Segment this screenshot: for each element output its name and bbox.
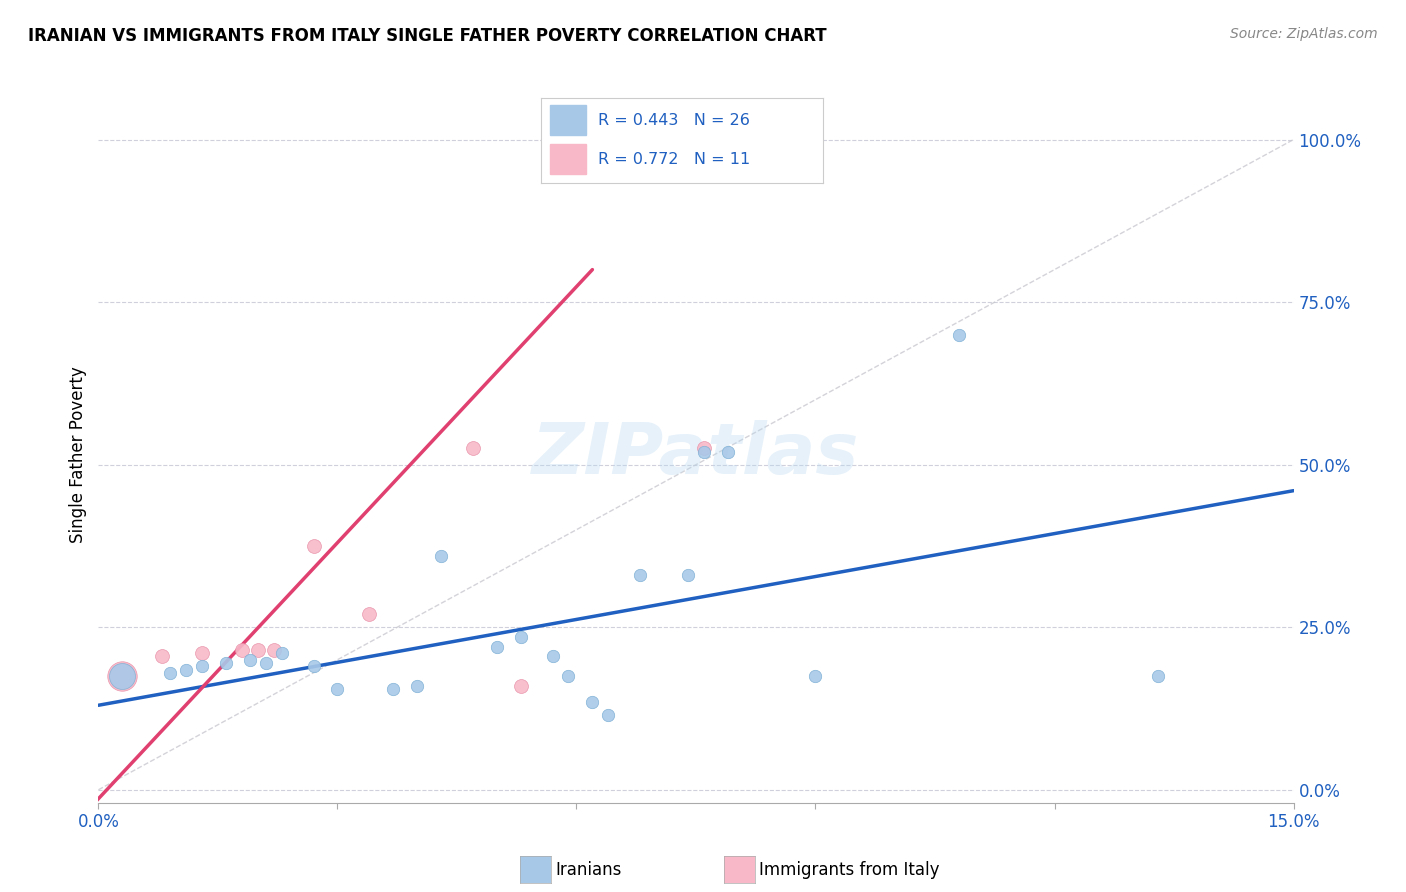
Point xyxy=(948,327,970,342)
Point xyxy=(676,568,699,582)
Point xyxy=(254,656,277,670)
Text: Immigrants from Italy: Immigrants from Italy xyxy=(759,861,939,879)
Point xyxy=(382,681,405,696)
Point xyxy=(174,663,197,677)
Point xyxy=(246,643,269,657)
Point xyxy=(150,649,173,664)
Point xyxy=(557,669,579,683)
Point xyxy=(598,708,620,723)
Bar xyxy=(550,144,586,175)
Point xyxy=(215,656,238,670)
Point xyxy=(302,659,325,673)
Point xyxy=(359,607,381,622)
Point xyxy=(430,549,453,563)
Point xyxy=(239,653,262,667)
Point xyxy=(693,442,716,456)
Text: R = 0.772   N = 11: R = 0.772 N = 11 xyxy=(598,152,749,167)
Point xyxy=(509,679,531,693)
Point xyxy=(263,643,285,657)
Point xyxy=(485,640,508,654)
Point xyxy=(191,646,214,660)
Point xyxy=(461,442,484,456)
Bar xyxy=(550,105,586,136)
Point xyxy=(804,669,827,683)
Point xyxy=(326,681,349,696)
Text: Iranians: Iranians xyxy=(555,861,621,879)
Point xyxy=(717,444,740,458)
Point xyxy=(159,665,181,680)
Point xyxy=(541,649,564,664)
Text: IRANIAN VS IMMIGRANTS FROM ITALY SINGLE FATHER POVERTY CORRELATION CHART: IRANIAN VS IMMIGRANTS FROM ITALY SINGLE … xyxy=(28,27,827,45)
Text: R = 0.443   N = 26: R = 0.443 N = 26 xyxy=(598,112,749,128)
Point xyxy=(509,630,531,644)
Point xyxy=(406,679,429,693)
Point xyxy=(581,695,603,709)
Point xyxy=(111,669,134,683)
Point xyxy=(231,643,253,657)
Y-axis label: Single Father Poverty: Single Father Poverty xyxy=(69,367,87,543)
Point xyxy=(111,669,134,683)
Point xyxy=(302,539,325,553)
Point xyxy=(693,444,716,458)
Point xyxy=(1147,669,1170,683)
Text: ZIPatlas: ZIPatlas xyxy=(533,420,859,490)
Text: Source: ZipAtlas.com: Source: ZipAtlas.com xyxy=(1230,27,1378,41)
Point xyxy=(628,568,651,582)
Point xyxy=(191,659,214,673)
Point xyxy=(270,646,292,660)
